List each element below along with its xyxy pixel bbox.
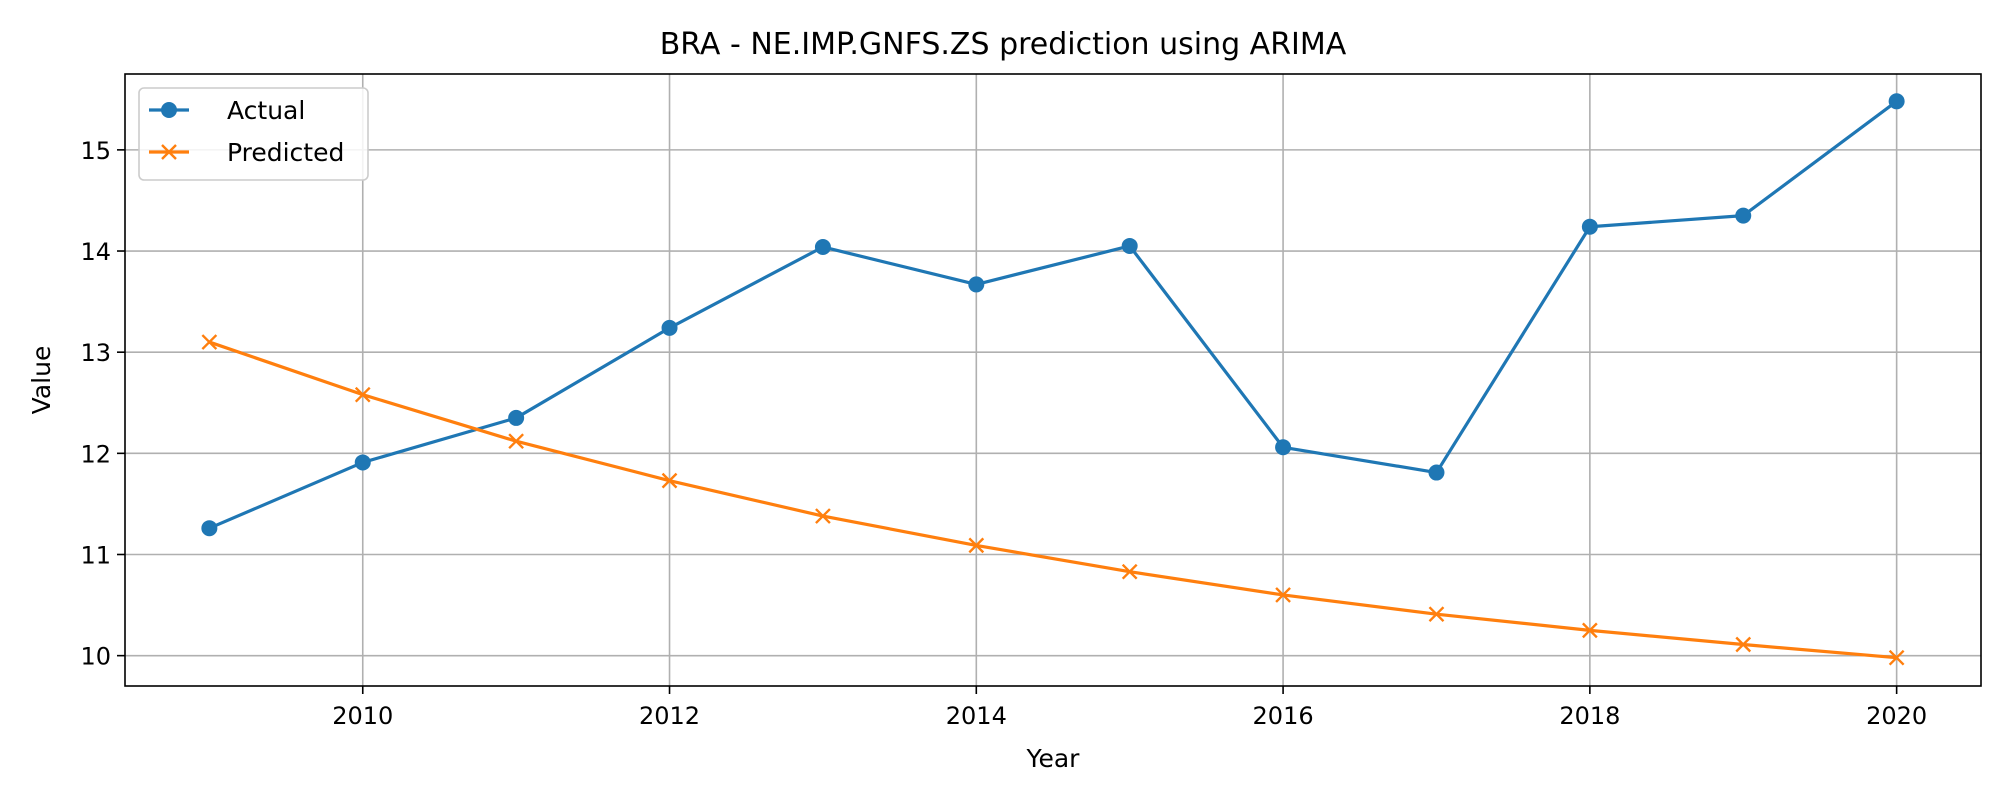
- data-point-actual: [1735, 207, 1752, 224]
- data-point-predicted: [1582, 622, 1598, 639]
- y-tick-label: 11: [80, 541, 111, 569]
- legend: Actual Predicted: [138, 87, 369, 181]
- x-tick-label: 2010: [332, 702, 393, 730]
- x-tick-label: 2018: [1559, 702, 1620, 730]
- data-point-predicted: [968, 537, 985, 554]
- data-point-predicted: [661, 472, 678, 489]
- legend-swatch-marker: [161, 102, 177, 118]
- x-tick-label: 2016: [1253, 702, 1314, 730]
- y-tick-label: 10: [80, 643, 111, 671]
- y-axis-label: Value: [27, 346, 56, 415]
- axis-ticks: 2010 2012 2014 2016 2018 2020 10 11 12 13 14 15: [80, 137, 1927, 730]
- chart-title: BRA - NE.IMP.GNFS.ZS prediction using AR…: [660, 27, 1347, 62]
- y-tick-label: 15: [80, 137, 111, 165]
- series-actual: [201, 93, 1905, 537]
- data-point-predicted: [1888, 649, 1905, 666]
- x-tick-label: 2020: [1866, 702, 1927, 730]
- data-point-actual: [508, 409, 525, 426]
- data-point-predicted: [1735, 636, 1752, 653]
- plot-frame: [124, 73, 1982, 687]
- series-line-predicted: [208, 340, 1897, 660]
- y-tick-label: 14: [80, 238, 111, 266]
- data-point-actual: [201, 520, 218, 537]
- legend-label: Actual: [227, 96, 305, 125]
- data-point-predicted: [508, 433, 524, 450]
- legend-item-actual: Actual: [149, 96, 305, 125]
- series-layer: [201, 93, 1905, 666]
- x-tick-label: 2014: [946, 702, 1007, 730]
- data-point-actual: [1275, 439, 1292, 456]
- data-point-actual: [1581, 218, 1598, 235]
- data-point-actual: [1428, 464, 1445, 481]
- legend-box: [138, 87, 369, 181]
- legend-label: Predicted: [227, 138, 344, 167]
- grid-lines: [125, 74, 1981, 686]
- data-point-actual: [968, 276, 985, 293]
- legend-item-predicted: Predicted: [149, 138, 344, 167]
- data-point-actual: [354, 454, 371, 471]
- legend-swatch-marker: [161, 144, 177, 160]
- data-point-predicted: [1121, 563, 1138, 580]
- y-tick-label: 12: [80, 440, 111, 468]
- data-point-predicted: [1428, 606, 1445, 623]
- x-axis-label: Year: [1026, 744, 1081, 773]
- data-point-predicted: [354, 386, 371, 403]
- data-point-actual: [661, 319, 678, 336]
- data-point-predicted: [815, 508, 831, 524]
- data-point-predicted: [1275, 587, 1291, 603]
- series-line-actual: [208, 100, 1898, 530]
- data-point-actual: [814, 238, 831, 255]
- data-point-predicted: [201, 334, 218, 350]
- data-point-actual: [1888, 93, 1905, 110]
- y-tick-label: 13: [80, 339, 111, 367]
- data-point-actual: [1121, 237, 1138, 254]
- series-predicted: [201, 334, 1905, 666]
- x-tick-label: 2012: [639, 702, 700, 730]
